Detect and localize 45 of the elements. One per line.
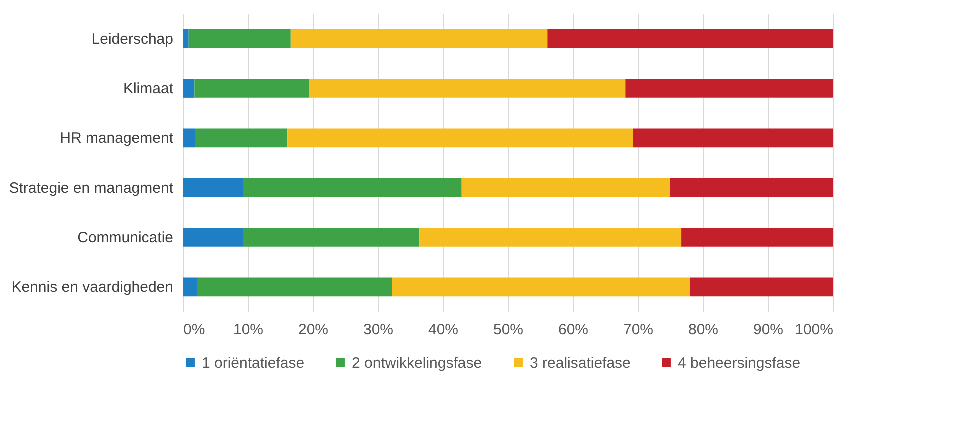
- bar: [392, 278, 690, 297]
- y-tick-label: Klimaat: [123, 80, 174, 98]
- x-tick-label: 0%: [184, 322, 206, 338]
- bar: [462, 178, 670, 198]
- x-tick-label: 80%: [688, 322, 719, 338]
- y-tick-label: Kennis en vaardigheden: [12, 279, 174, 296]
- bar: [183, 178, 244, 198]
- bar: [183, 228, 244, 247]
- bar: [633, 128, 833, 148]
- bar: [670, 178, 833, 198]
- legend-label: 3 realisatiefase: [530, 354, 631, 372]
- y-tick-label: Strategie en managment: [9, 180, 174, 197]
- legend-label: 4 beheersingsfase: [678, 354, 801, 372]
- bar: [183, 278, 198, 297]
- bar: [194, 79, 310, 98]
- x-tick-label: 50%: [493, 322, 524, 338]
- legend-label: 1 oriëntatiefase: [202, 354, 305, 372]
- bar: [183, 29, 189, 48]
- legend-label: 2 ontwikkelingsfase: [352, 354, 482, 372]
- x-tick-label: 30%: [363, 322, 394, 338]
- bar: [197, 278, 392, 297]
- bar: [243, 178, 462, 198]
- y-tick-label: Leiderschap: [92, 30, 174, 48]
- x-tick-label: 40%: [428, 322, 459, 338]
- bar: [682, 228, 833, 247]
- x-tick-label: 60%: [558, 322, 589, 338]
- x-tick-label: 100%: [795, 322, 834, 338]
- bar: [420, 228, 682, 247]
- x-tick-label: 20%: [298, 322, 329, 338]
- bar: [183, 128, 196, 148]
- bar: [690, 278, 833, 297]
- bar: [288, 128, 634, 148]
- x-tick-label: 70%: [623, 322, 654, 338]
- bar: [195, 128, 288, 148]
- bar: [188, 29, 291, 48]
- y-tick-label: HR management: [60, 130, 174, 148]
- x-tick-label: 90%: [753, 322, 784, 338]
- bar: [243, 228, 420, 247]
- y-tick-label: Communicatie: [78, 230, 174, 246]
- bar: [183, 79, 195, 98]
- bar: [548, 29, 833, 48]
- bar: [290, 29, 548, 48]
- bar: [626, 79, 833, 98]
- bar: [309, 79, 626, 98]
- x-tick-label: 10%: [233, 322, 264, 338]
